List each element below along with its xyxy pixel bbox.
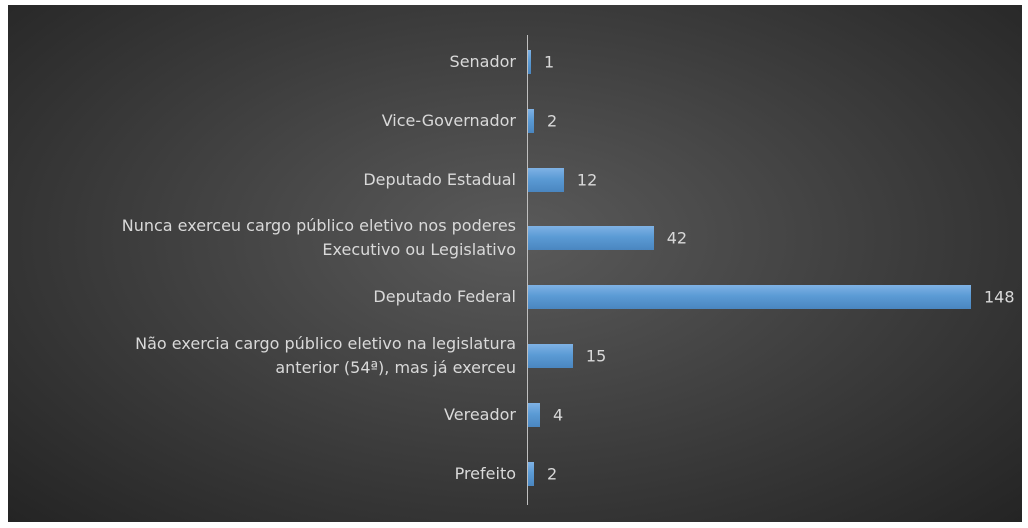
value-label: 2 (546, 464, 558, 484)
category-label: Prefeito (454, 463, 516, 483)
bar (528, 50, 531, 74)
bar (528, 285, 971, 310)
category-label: Vice-Governador (381, 110, 516, 130)
value-label: 4 (552, 405, 564, 425)
category-label: Deputado Federal (373, 287, 516, 307)
category-label: Vereador (444, 404, 516, 424)
bar (528, 226, 654, 251)
value-label: 12 (576, 170, 598, 190)
value-label: 1 (543, 52, 555, 72)
category-label: Deputado Estadual (363, 169, 516, 189)
bar (528, 167, 564, 192)
bar (528, 344, 573, 368)
category-label: Nunca exerceu cargo público eletivo nos … (121, 216, 516, 260)
bar (528, 402, 540, 427)
value-label: 15 (585, 346, 607, 366)
category-label: Senador (449, 52, 516, 71)
axis-line (527, 35, 528, 505)
bar (528, 108, 534, 133)
category-label: Não exercia cargo público eletivo na leg… (135, 334, 516, 377)
chart: Senador 1 Vice-Governador 2 Deputado Estadua… (8, 5, 1022, 522)
value-label: 148 (984, 287, 1015, 307)
value-label: 42 (666, 228, 688, 248)
value-label: 2 (546, 111, 558, 131)
bar (528, 461, 534, 486)
